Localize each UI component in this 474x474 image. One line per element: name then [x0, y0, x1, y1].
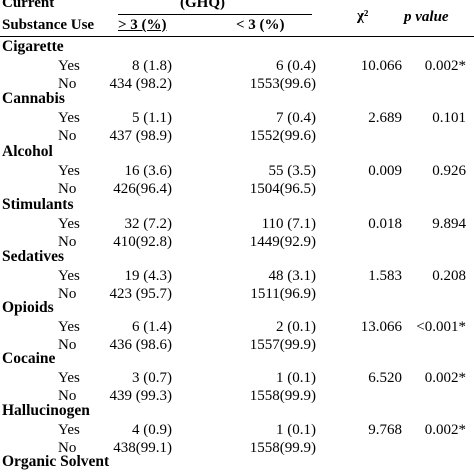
row-label: No [58, 337, 77, 353]
header-ghq-lt3: < 3 (%) [236, 17, 285, 33]
p-value: 0.002* [424, 370, 466, 386]
row-label: No [58, 440, 77, 456]
table-row: No 439 (99.3) 1558(99.9) [0, 387, 474, 405]
ghq-ge3-value: 439 (99.3) [109, 388, 173, 404]
chi-square-value: 6.520 [368, 370, 402, 386]
row-label: No [58, 181, 77, 197]
ghq-lt3-value: 1511(96.9) [250, 286, 316, 302]
ghq-underline [118, 14, 312, 15]
chi-square-value: 0.018 [368, 216, 402, 232]
category-label: Stimulants [2, 196, 74, 213]
p-value: <0.001* [416, 319, 466, 335]
header-p-value: p value [404, 9, 449, 25]
ghq-lt3-value: 55 (3.5) [268, 163, 317, 179]
ghq-ge3-value: 437 (98.9) [109, 128, 173, 144]
ghq-lt3-value: 1558(99.9) [249, 440, 316, 456]
row-label: No [58, 234, 77, 250]
chi-square-value: 10.066 [360, 58, 402, 74]
table-row: Yes 6 (1.4) 2 (0.1) 13.066 <0.001* [0, 318, 474, 336]
row-label: Yes [58, 370, 80, 386]
ghq-lt3-value: 1449(92.9) [249, 234, 316, 250]
header-ghq: (GHQ) [180, 0, 225, 11]
header-ghq-ge3: > 3 (%) [118, 17, 167, 33]
ghq-lt3-value: 48 (3.1) [268, 268, 317, 284]
chi-square-value: 9.768 [368, 422, 402, 438]
ghq-lt3-value: 2 (0.1) [276, 319, 316, 335]
table-row: No 434 (98.2) 1553(99.6) [0, 75, 474, 93]
ghq-lt3-value: 1557(99.9) [249, 337, 316, 353]
row-label: Yes [58, 163, 80, 179]
table-row: Yes 19 (4.3) 48 (3.1) 1.583 0.208 [0, 267, 474, 285]
p-value: 0.208 [432, 268, 466, 284]
ghq-lt3-value: 7 (0.4) [276, 110, 316, 126]
category-label: Cannabis [2, 90, 65, 107]
ghq-lt3-value: 1 (0.1) [276, 422, 316, 438]
ghq-ge3-value: 6 (1.4) [132, 319, 172, 335]
header-substance-use: Substance Use [2, 17, 95, 33]
row-label: Yes [58, 58, 80, 74]
chi-square-value: 0.009 [368, 163, 402, 179]
row-label: Yes [58, 216, 80, 232]
row-label: Yes [58, 268, 80, 284]
table-row: No 410(92.8) 1449(92.9) [0, 233, 474, 251]
ghq-ge3-value: 434 (98.2) [109, 76, 173, 92]
ghq-ge3-value: 19 (4.3) [124, 268, 173, 284]
table-row: Yes 5 (1.1) 7 (0.4) 2.689 0.101 [0, 109, 474, 127]
header-bottom-rule [0, 36, 474, 37]
row-label: Yes [58, 110, 80, 126]
ghq-ge3-value: 4 (0.9) [132, 422, 172, 438]
ghq-lt3-value: 110 (7.1) [261, 216, 316, 232]
table-row: No 436 (98.6) 1557(99.9) [0, 336, 474, 354]
ghq-ge3-value: 423 (95.7) [109, 286, 173, 302]
ghq-ge3-value: 32 (7.2) [124, 216, 173, 232]
ghq-ge3-value: 410(92.8) [113, 234, 172, 250]
category-label: Hallucinogen [2, 402, 90, 419]
category-label: Sedatives [2, 248, 64, 265]
category-label: Alcohol [2, 143, 53, 160]
p-value: 0.002* [424, 422, 466, 438]
table-row: No 426(96.4) 1504(96.5) [0, 180, 474, 198]
ghq-ge3-value: 436 (98.6) [109, 337, 173, 353]
p-value: 0.101 [432, 110, 466, 126]
chi-square-value: 13.066 [360, 319, 402, 335]
chi-square-value: 2.689 [368, 110, 402, 126]
p-value: 9.894 [432, 216, 466, 232]
category-label: Cocaine [2, 350, 56, 367]
ghq-ge3-value: 5 (1.1) [132, 110, 172, 126]
header-current: Current [2, 0, 55, 11]
table-row: No 437 (98.9) 1552(99.6) [0, 127, 474, 145]
row-label: No [58, 128, 77, 144]
ghq-ge3-value: 16 (3.6) [124, 163, 173, 179]
chi-square-value: 1.583 [368, 268, 402, 284]
p-value: 0.002* [424, 58, 466, 74]
ghq-ge3-value: 438(99.1) [113, 440, 172, 456]
table-row: Yes 8 (1.8) 6 (0.4) 10.066 0.002* [0, 57, 474, 75]
table-row: No 423 (95.7) 1511(96.9) [0, 285, 474, 303]
table-row: Yes 16 (3.6) 55 (3.5) 0.009 0.926 [0, 162, 474, 180]
ghq-lt3-value: 1553(99.6) [249, 76, 316, 92]
row-label: No [58, 388, 77, 404]
row-label: No [58, 286, 77, 302]
ghq-ge3-value: 3 (0.7) [132, 370, 172, 386]
ghq-lt3-value: 1558(99.9) [249, 388, 316, 404]
ghq-ge3-value: 426(96.4) [113, 181, 172, 197]
table-row: Yes 4 (0.9) 1 (0.1) 9.768 0.002* [0, 421, 474, 439]
category-label: Opioids [2, 299, 54, 316]
ghq-lt3-value: 1504(96.5) [249, 181, 316, 197]
ghq-lt3-value: 6 (0.4) [276, 58, 316, 74]
category-label: Cigarette [2, 38, 64, 55]
p-value: 0.926 [432, 163, 466, 179]
ghq-lt3-value: 1 (0.1) [276, 370, 316, 386]
row-label: Yes [58, 319, 80, 335]
category-label: Organic Solvent [2, 453, 110, 470]
ghq-ge3-value: 8 (1.8) [132, 58, 172, 74]
table-row: No 438(99.1) 1558(99.9) [0, 439, 474, 457]
row-label: No [58, 76, 77, 92]
table-row: Yes 3 (0.7) 1 (0.1) 6.520 0.002* [0, 369, 474, 387]
ghq-lt3-value: 1552(99.6) [249, 128, 316, 144]
table-row: Yes 32 (7.2) 110 (7.1) 0.018 9.894 [0, 215, 474, 233]
row-label: Yes [58, 422, 80, 438]
header-chi-square: χ² [357, 8, 369, 24]
